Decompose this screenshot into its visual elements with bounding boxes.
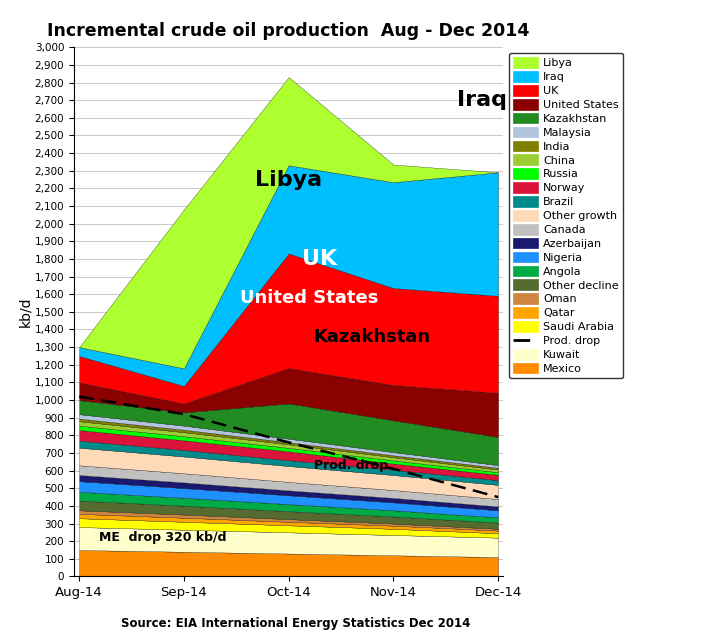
Text: United States: United States <box>240 289 379 307</box>
Text: ME  drop 320 kb/d: ME drop 320 kb/d <box>99 531 227 544</box>
Legend: Libya, Iraq, UK, United States, Kazakhstan, Malaysia, India, China, Russia, Norw: Libya, Iraq, UK, United States, Kazakhst… <box>509 53 624 379</box>
Text: Iraq: Iraq <box>458 90 508 110</box>
Text: Source: EIA International Energy Statistics Dec 2014: Source: EIA International Energy Statist… <box>121 617 470 630</box>
Text: Prod. drop: Prod. drop <box>315 459 389 472</box>
Text: Kazakhstan: Kazakhstan <box>314 328 431 345</box>
Title: Incremental crude oil production  Aug - Dec 2014: Incremental crude oil production Aug - D… <box>47 22 530 40</box>
Text: Libya: Libya <box>255 169 322 190</box>
Text: UK: UK <box>303 249 338 269</box>
Y-axis label: kb/d: kb/d <box>18 297 32 327</box>
